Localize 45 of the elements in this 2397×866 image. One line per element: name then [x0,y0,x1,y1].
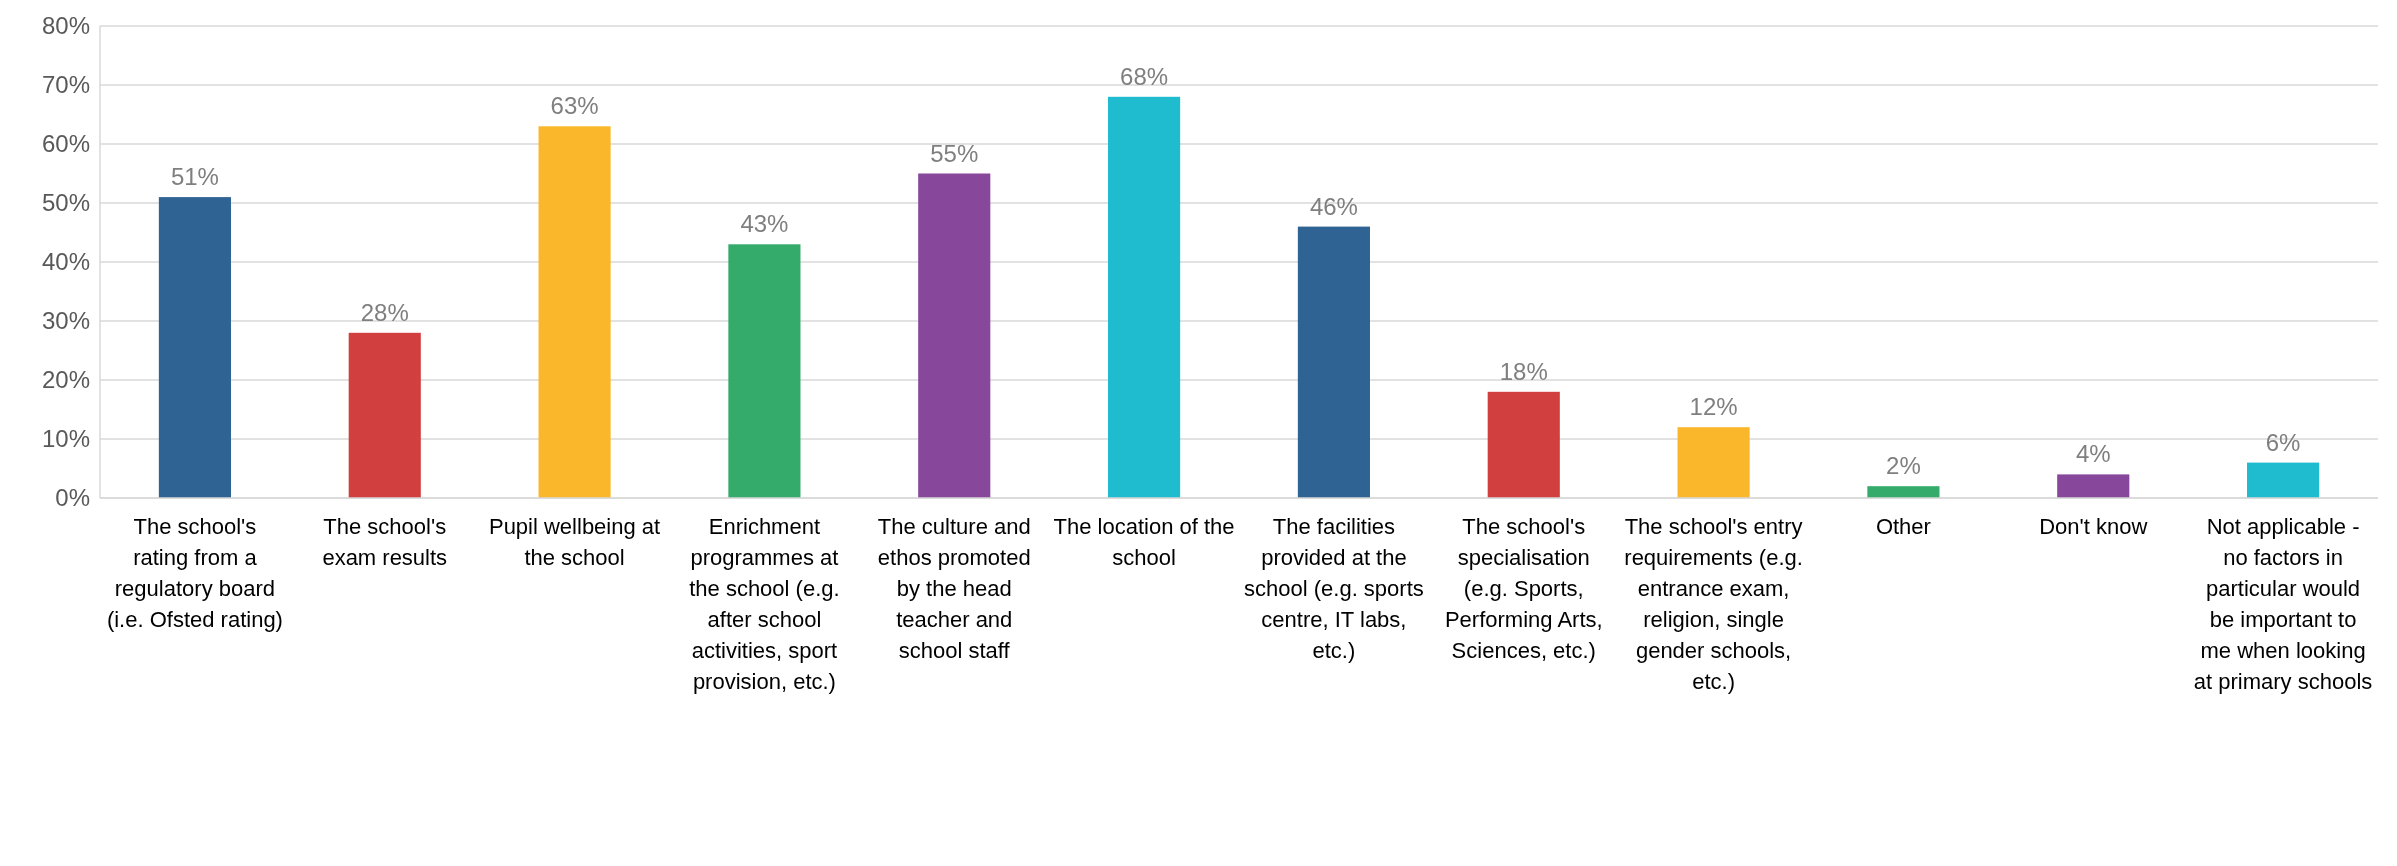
data-label: 18% [1499,357,1548,385]
bar [2057,474,2130,498]
y-tick-label: 10% [41,425,90,453]
bar [1108,96,1181,498]
bar [348,332,421,498]
bar [1677,427,1750,498]
bar [728,244,801,498]
data-label: 43% [740,210,789,238]
y-tick-label: 70% [41,71,90,99]
x-tick-label: The facilities provided at the school (e.g. sports centre, IT labs, etc.) [1244,514,1424,663]
x-tick-label: Enrichment programmes at the school (e.g. after school activities, sport provision, etc.) [689,514,840,694]
y-tick-label: 20% [41,366,90,394]
x-tick-label: Don't know [2039,514,2148,539]
x-tick-label: The school's rating from a regulatory board (i.e. Ofsted rating) [106,514,283,632]
x-tick-label: Pupil wellbeing at the school [488,514,661,570]
bar [1867,486,1940,498]
data-label: 55% [930,139,979,167]
data-label: 63% [550,92,599,120]
y-tick-label: 0% [55,484,90,512]
bar [918,173,991,498]
y-tick-label: 30% [41,307,90,335]
data-label: 46% [1309,192,1358,220]
bar [158,197,231,498]
x-tick-label: The school's entry requirements (e.g. entrance exam, religion, single gender schools, etc.) [1624,514,1803,694]
bar [1487,391,1560,498]
x-tick-label: Other [1875,514,1931,539]
y-tick-label: 60% [41,130,90,158]
data-label: 4% [2075,440,2111,468]
bar [2247,462,2320,498]
data-label: 68% [1120,62,1169,90]
bar [538,126,611,498]
x-tick-label: The location of the school [1053,514,1235,570]
data-label: 6% [2265,428,2301,456]
y-tick-label: 40% [41,248,90,276]
x-tick-label: The school's exam results [322,514,448,570]
x-tick-label: The culture and ethos promoted by the head teacher and school staff [877,514,1031,663]
bar [1297,226,1370,498]
data-label: 51% [170,163,219,191]
y-tick-label: 50% [41,189,90,217]
x-tick-label: The school's specialisation (e.g. Sports, Performing Arts, Sciences, etc.) [1444,514,1603,663]
data-label: 28% [360,298,409,326]
data-label: 2% [1886,452,1921,480]
y-tick-label: 80% [41,12,90,40]
x-tick-label: Not applicable - no factors in particular would be important to me when looking at primary schools [2193,514,2373,694]
data-label: 12% [1689,393,1738,421]
